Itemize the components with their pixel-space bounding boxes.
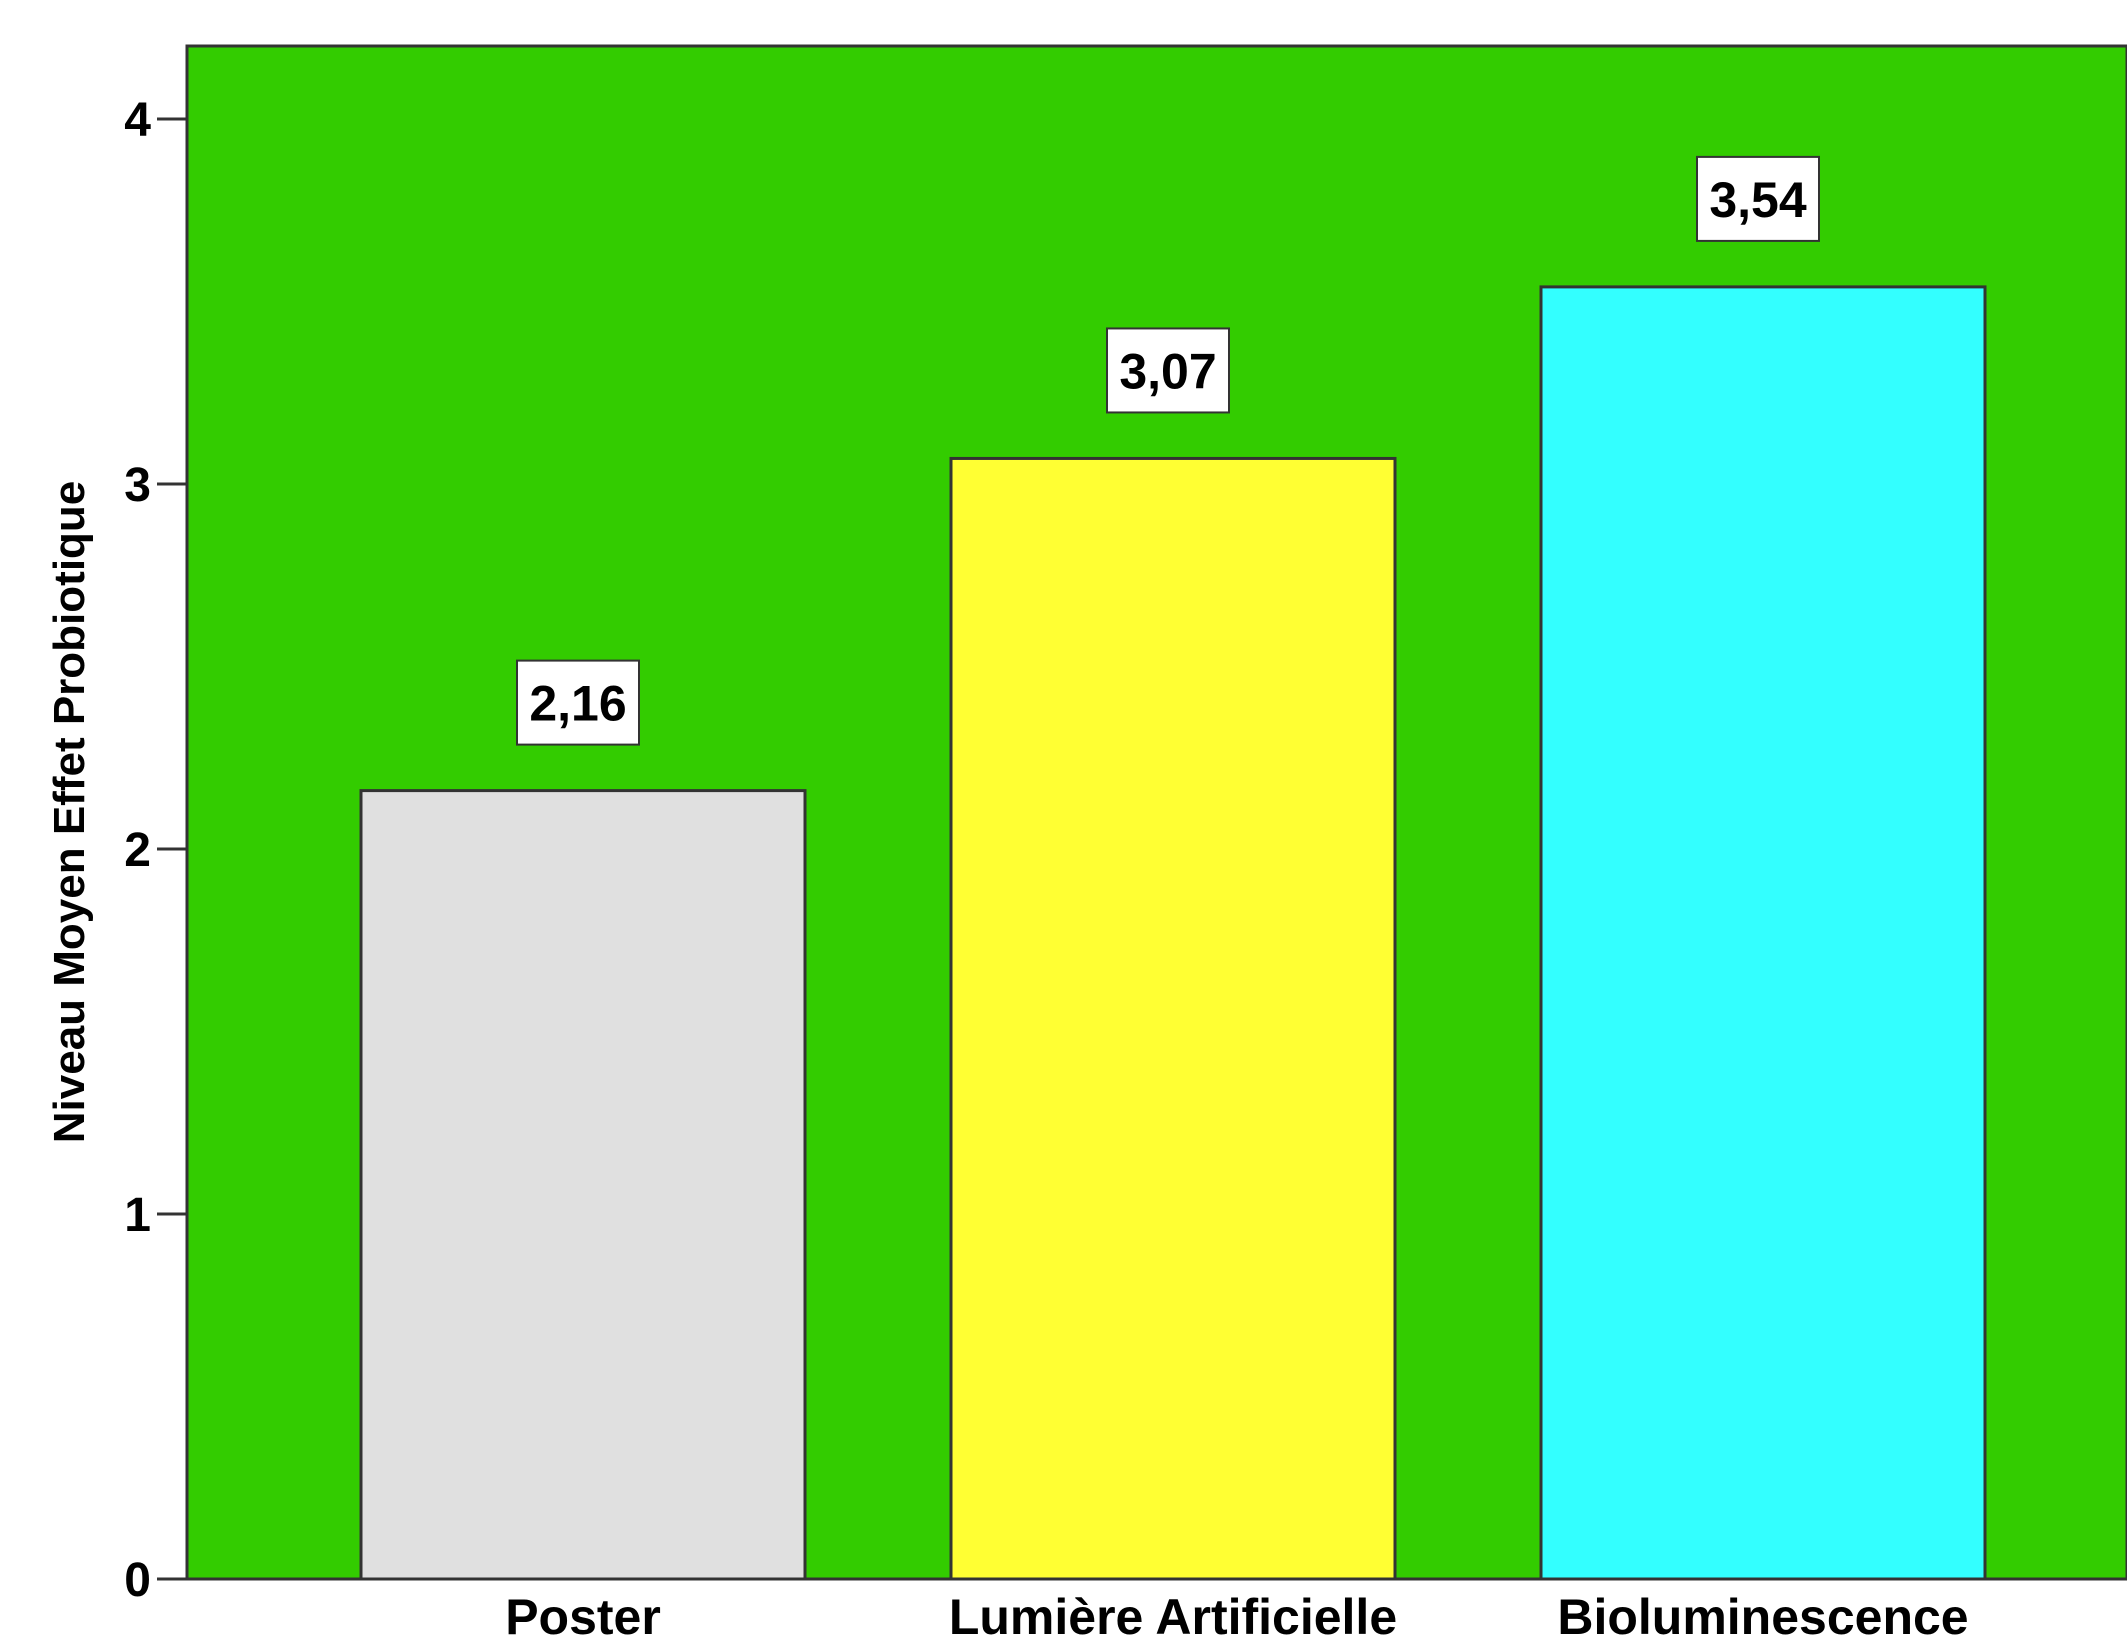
y-axis-title: Niveau Moyen Effet Probiotique: [45, 481, 94, 1144]
x-tick-label: Poster: [505, 1589, 661, 1645]
y-axis: 0 1 2 3 4: [124, 46, 2127, 1607]
data-labels-layer: 2,16 3,07 3,54: [516, 155, 1820, 746]
data-label-box: [516, 659, 640, 746]
bar-3: [1539, 285, 1987, 1581]
x-axis-categories: Poster Lumière Artificielle Bioluminescenc…: [505, 1589, 1968, 1645]
data-label: 3,07: [1119, 343, 1216, 399]
y-tick-label: 1: [124, 1189, 151, 1242]
y-tick-label: 0: [124, 1554, 151, 1607]
data-label: 2,16: [529, 676, 626, 732]
bar-2: [949, 456, 1397, 1581]
data-label: 3,54: [1709, 172, 1807, 228]
bar-1: [359, 789, 807, 1581]
x-tick-label: Lumière Artificielle: [949, 1589, 1397, 1645]
y-tick-label: 4: [124, 94, 151, 147]
y-tick-label: 3: [124, 459, 151, 512]
x-tick-label: Bioluminescence: [1557, 1589, 1968, 1645]
data-label-box: [1106, 327, 1230, 414]
y-tick-label: 2: [124, 824, 151, 877]
data-label-box: [1696, 155, 1820, 242]
